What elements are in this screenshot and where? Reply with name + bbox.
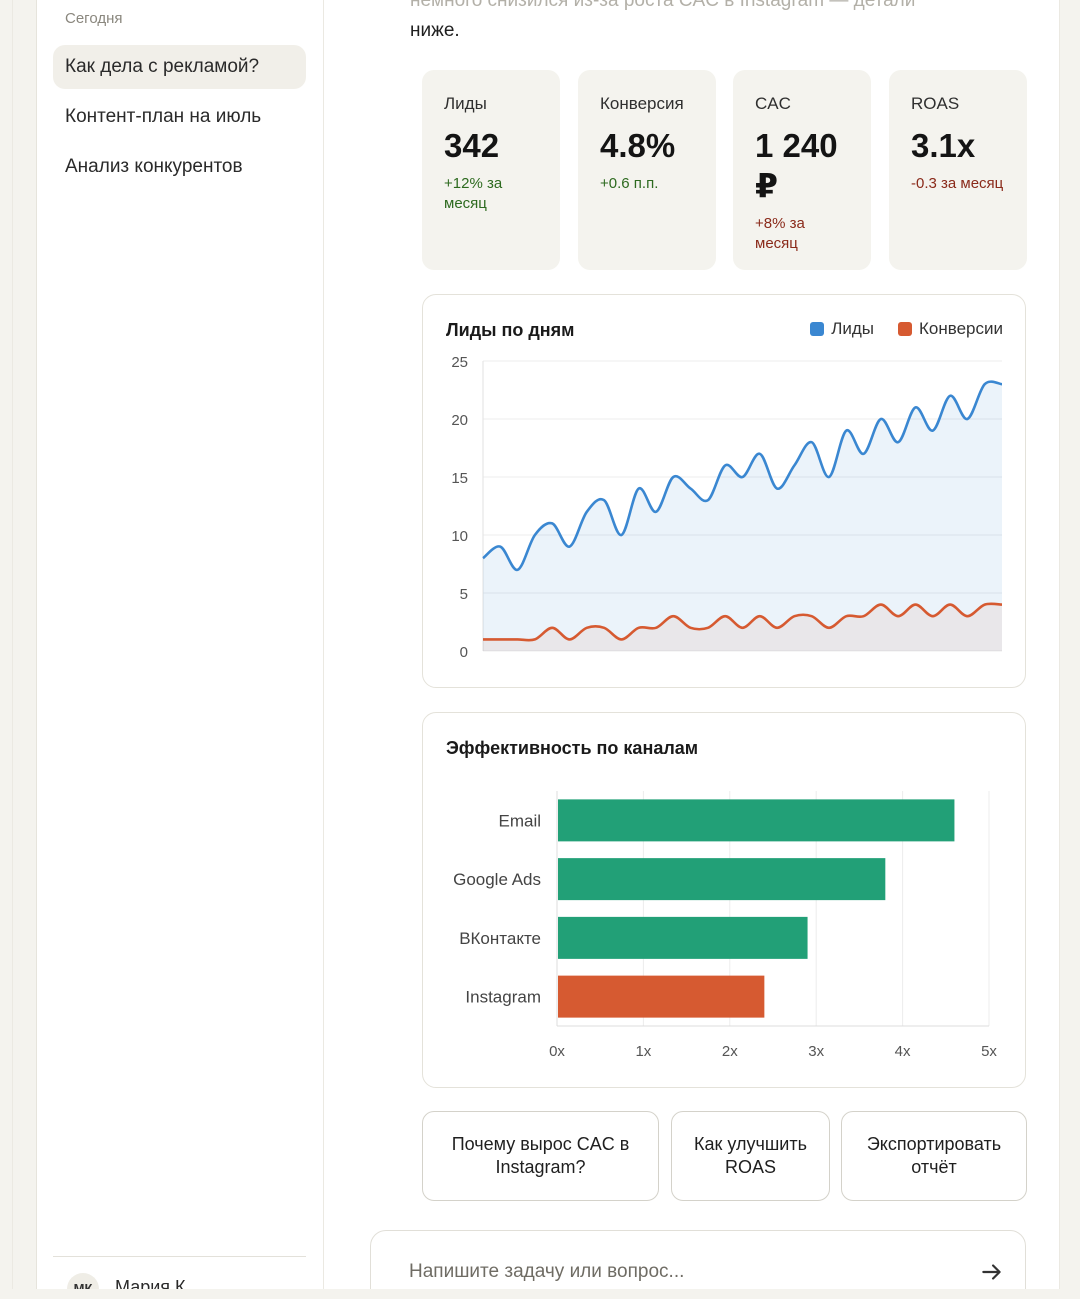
kpi-delta: -0.3 за месяц [911, 175, 1004, 192]
kpi-delta: +0.6 п.п. [600, 175, 659, 192]
kpi-card-cac: CAC 1 240 ₽ +8% за месяц [733, 70, 871, 270]
suggestion-export-report-button[interactable]: Экспортировать отчёт [841, 1111, 1027, 1201]
legend-label: Конверсии [919, 319, 1003, 338]
bar-вконтакте [558, 916, 808, 959]
category-label: ВКонтакте [459, 929, 541, 948]
category-label: Email [498, 811, 541, 830]
x-tick-label: 3x [808, 1043, 824, 1060]
y-tick-label: 25 [451, 354, 468, 371]
y-tick-label: 20 [451, 412, 468, 429]
x-tick-label: 4x [895, 1043, 911, 1060]
assistant-message-text: немного снизился из-за роста CAC в Insta… [410, 0, 1010, 46]
series-area-0 [483, 381, 1002, 651]
suggestion-cac-instagram-button[interactable]: Почему вырос CAC в Instagram? [422, 1111, 659, 1201]
kpi-value: 342 [444, 127, 500, 164]
kpi-card-roas: ROAS 3.1x -0.3 за месяц [889, 70, 1027, 270]
series-line-0 [482, 380, 1003, 572]
message-text-cut: немного снизился из-за роста CAC в Insta… [410, 0, 916, 11]
kpi-value: 4.8% [600, 127, 676, 164]
kpi-label: CAC [755, 94, 791, 113]
kpi-label: Конверсия [600, 94, 684, 113]
kpi-label: Лиды [444, 94, 487, 113]
chat-item-content-plan[interactable]: Контент-план на июль [65, 106, 262, 127]
user-profile[interactable]: МК Мария К. [53, 1256, 306, 1289]
kpi-label: ROAS [911, 94, 960, 113]
suggestion-improve-roas-button[interactable]: Как улучшить ROAS [671, 1111, 830, 1201]
bar-email [558, 799, 955, 842]
kpi-delta: +8% за месяц [755, 215, 805, 252]
kpi-delta: +12% за месяц [444, 175, 503, 212]
legend-label: Лиды [831, 319, 874, 338]
x-tick-label: 2x [722, 1043, 738, 1060]
chat-item-ads[interactable]: Как дела с рекламой? [53, 45, 306, 89]
message-input[interactable] [409, 1261, 949, 1283]
avatar: МК [67, 1273, 99, 1289]
x-tick-label: 0x [549, 1043, 565, 1060]
x-tick-label: 5x [981, 1043, 997, 1060]
legend-item-leads[interactable]: Лиды [810, 319, 874, 339]
y-tick-label: 5 [460, 586, 468, 603]
legend-item-conversions[interactable]: Конверсии [898, 319, 1003, 339]
chart-title: Лиды по дням [446, 320, 575, 340]
chat-item-competitors[interactable]: Анализ конкурентов [65, 156, 243, 177]
section-label-today: Сегодня [65, 10, 123, 27]
bar-google-ads [558, 858, 886, 901]
chart-legend: Лиды Конверсии [810, 319, 1003, 339]
channels-bar-chart: 0x 1x 2x 3x 4x 5x Email Google Ads ВКонтакте Inst… [453, 791, 997, 1060]
x-tick-label: 1x [635, 1043, 651, 1060]
series-area-1 [483, 603, 1002, 651]
series-line-1 [483, 602, 1003, 642]
bar-instagram [558, 975, 765, 1018]
channels-chart-card: Эффективность по каналам 0x 1x 2x 3x 4x 5x Ema… [422, 712, 1026, 1088]
y-tick-label: 15 [451, 470, 468, 487]
kpi-value: 1 240 ₽ [755, 127, 838, 204]
chart-title: Эффективность по каналам [446, 738, 699, 758]
user-name: Мария К. [115, 1277, 191, 1289]
legend-swatch [810, 322, 825, 336]
app-window: Сегодня Как дела с рекламой? Контент-пла… [12, 0, 1060, 1289]
composer [370, 1230, 1026, 1289]
category-label: Google Ads [453, 870, 541, 889]
y-tick-label: 10 [451, 528, 468, 545]
leads-line-chart: 0 5 10 15 20 25 [451, 354, 1003, 661]
send-arrow-icon[interactable] [979, 1259, 1005, 1285]
y-tick-label: 0 [460, 644, 468, 661]
left-rail [13, 0, 37, 1289]
category-label: Instagram [465, 988, 541, 1007]
leads-chart-card: Лиды по дням Лиды Конверсии 0 5 10 15 20 25 [422, 294, 1026, 688]
legend-swatch [898, 322, 912, 336]
kpi-card-conversion: Конверсия 4.8% +0.6 п.п. [578, 70, 716, 270]
kpi-value: 3.1x [911, 127, 976, 164]
sidebar: Сегодня Как дела с рекламой? Контент-пла… [37, 0, 324, 1289]
kpi-card-leads: Лиды 342 +12% за месяц [422, 70, 560, 270]
message-text-end: ниже. [410, 20, 460, 41]
chat-main: немного снизился из-за роста CAC в Insta… [324, 0, 1059, 1289]
